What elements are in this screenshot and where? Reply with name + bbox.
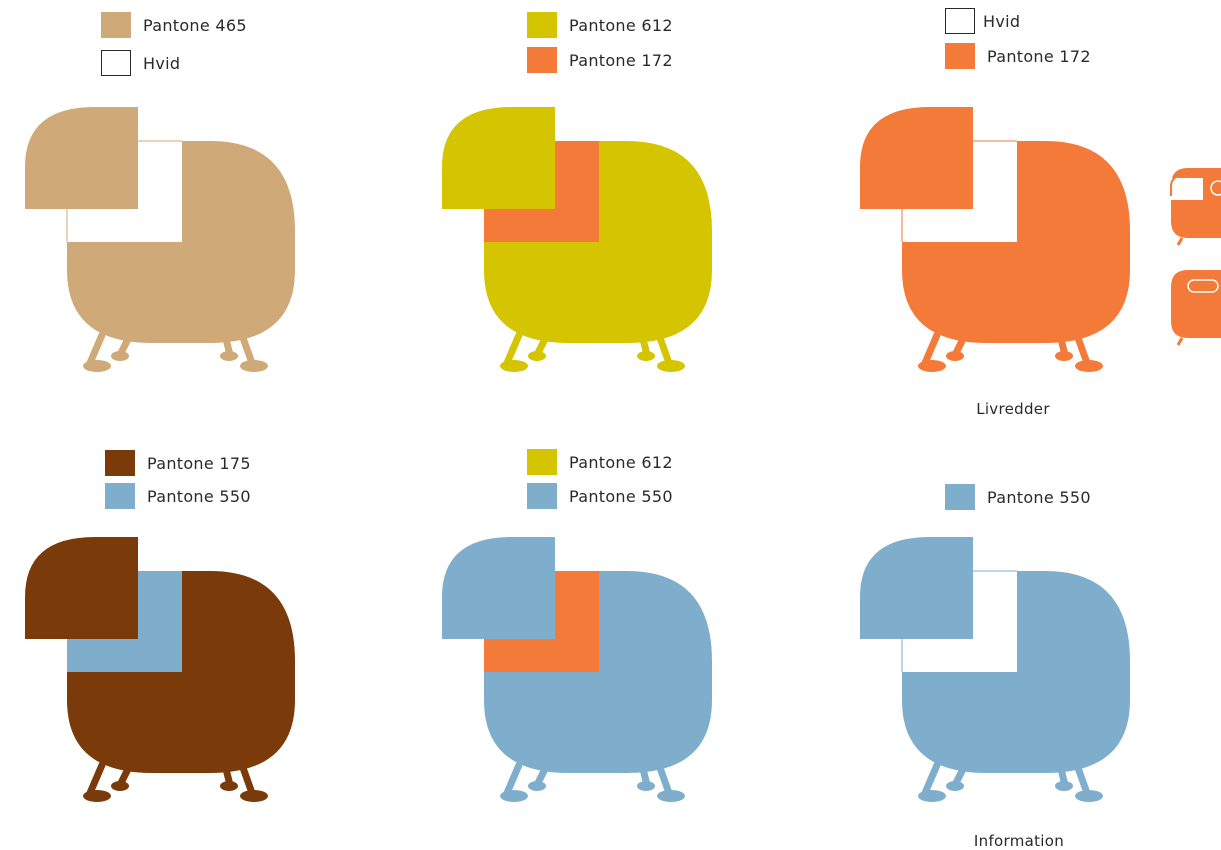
pram-leg [655,761,673,797]
color-swatch [945,8,975,34]
pram-leg [1073,761,1091,797]
color-swatch [105,450,135,476]
legend-label: Pantone 175 [147,453,251,473]
pram-wheel [637,351,655,361]
pram-wheel [946,351,964,361]
legend-item: Pantone 612 [527,12,673,38]
pram-wheel [240,790,268,802]
legend-label: Pantone 172 [987,46,1091,66]
legend-label: Pantone 550 [147,486,251,506]
pram-leg [921,761,941,797]
legend-item: Pantone 175 [105,450,251,476]
pram-wheel [946,781,964,791]
legend-label: Pantone 612 [569,15,673,35]
thumbnail-emblem [1210,180,1221,196]
legend-item: Hvid [101,50,180,76]
color-swatch [101,12,131,38]
pram-wheel [918,360,946,372]
pram-hood [860,537,973,639]
pram-figure [860,107,1130,372]
pram-wheel [500,360,528,372]
pram-wheel [1055,781,1073,791]
pram-wheel [83,360,111,372]
pram-wheel [111,351,129,361]
pram-figure [442,537,712,802]
thumbnail-inner [1171,178,1203,200]
variant-caption: Information [973,832,1065,850]
pram-leg [921,331,941,367]
pram-wheel [1075,790,1103,802]
pram-wheel [637,781,655,791]
thumbnail-body [1171,270,1221,338]
pram-leg [238,761,256,797]
pram-hood [442,107,555,209]
legend-label: Pantone 465 [143,15,247,35]
color-swatch [101,50,131,76]
pram-hood [860,107,973,209]
pram-hood [442,537,555,639]
pram-hood [25,537,138,639]
pram-leg [655,331,673,367]
pram-figure [442,107,712,372]
pram-figure [860,537,1130,802]
legend-label: Pantone 550 [569,486,673,506]
color-swatch [527,483,557,509]
pram-figure [25,537,295,802]
thumbnail-leg [1176,337,1184,346]
pram-wheel [240,360,268,372]
variant-caption: Livredder [976,400,1050,418]
legend-label: Hvid [983,11,1021,31]
pram-wheel [1055,351,1073,361]
thumbnail-emblem [1187,279,1219,293]
thumbnail-hood-outline [1170,172,1197,196]
pram-wheel [83,790,111,802]
pram-wheel [657,790,685,802]
legend-item: Pantone 550 [945,484,1091,510]
pram-leg [503,761,523,797]
pram-thumbnail-bottom [1171,270,1221,346]
pram-leg [238,331,256,367]
legend-item: Pantone 550 [105,483,251,509]
thumbnail-leg [1176,237,1184,246]
legend-label: Pantone 550 [987,487,1091,507]
pram-wheel [1075,360,1103,372]
pram-wheel [657,360,685,372]
pram-leg [503,331,523,367]
legend-item: Pantone 172 [527,47,673,73]
pram-wheel [918,790,946,802]
pram-hood [25,107,138,209]
color-swatch [527,47,557,73]
color-swatch [945,484,975,510]
pram-wheel [500,790,528,802]
legend-item: Pantone 172 [945,43,1091,69]
legend-label: Hvid [143,53,181,73]
pram-wheel [528,781,546,791]
legend-item: Pantone 612 [527,449,673,475]
pram-leg [1073,331,1091,367]
pram-leg [86,331,106,367]
legend-label: Pantone 612 [569,452,673,472]
pram-wheel [220,781,238,791]
pram-thumbnail-top [1170,168,1221,246]
pram-wheel [220,351,238,361]
pram-leg [86,761,106,797]
color-swatch [527,12,557,38]
pram-figure [25,107,295,372]
legend-label: Pantone 172 [569,50,673,70]
pram-wheel [111,781,129,791]
legend-item: Pantone 550 [527,483,673,509]
color-swatch [105,483,135,509]
color-swatch [945,43,975,69]
legend-item: Hvid [945,8,1020,34]
pram-wheel [528,351,546,361]
color-swatch [527,449,557,475]
legend-item: Pantone 465 [101,12,247,38]
